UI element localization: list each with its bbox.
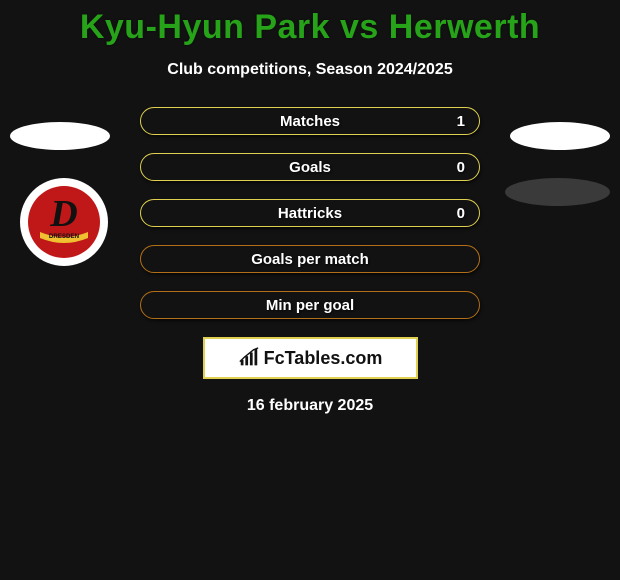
- player-photo-placeholder-right-1: [510, 122, 610, 150]
- stat-label: Min per goal: [266, 297, 354, 314]
- stat-value: 1: [457, 113, 465, 130]
- stat-row-matches: Matches 1: [140, 107, 480, 135]
- bar-chart-icon: [238, 347, 260, 369]
- stat-value: 0: [457, 205, 465, 222]
- dynamo-dresden-crest-icon: D DRESDEN: [34, 192, 94, 252]
- stat-row-min-per-goal: Min per goal: [140, 291, 480, 319]
- club-badge-inner: D DRESDEN: [28, 186, 100, 258]
- stat-label: Matches: [280, 113, 340, 130]
- stat-label: Hattricks: [278, 205, 342, 222]
- stat-label: Goals per match: [251, 251, 369, 268]
- stats-container: Matches 1 Goals 0 Hattricks 0 Goals per …: [140, 107, 480, 319]
- date: 16 february 2025: [0, 397, 620, 415]
- fctables-label: FcTables.com: [264, 348, 383, 369]
- stat-row-goals-per-match: Goals per match: [140, 245, 480, 273]
- player-photo-placeholder-left: [10, 122, 110, 150]
- player-photo-placeholder-right-2: [505, 178, 610, 206]
- fctables-attribution: FcTables.com: [203, 337, 418, 379]
- stat-label: Goals: [289, 159, 331, 176]
- stat-row-goals: Goals 0: [140, 153, 480, 181]
- svg-text:D: D: [49, 193, 77, 235]
- club-badge: D DRESDEN: [20, 178, 108, 266]
- svg-text:DRESDEN: DRESDEN: [49, 233, 80, 240]
- page-title: Kyu-Hyun Park vs Herwerth: [0, 0, 620, 47]
- subtitle: Club competitions, Season 2024/2025: [0, 61, 620, 79]
- stat-row-hattricks: Hattricks 0: [140, 199, 480, 227]
- stat-value: 0: [457, 159, 465, 176]
